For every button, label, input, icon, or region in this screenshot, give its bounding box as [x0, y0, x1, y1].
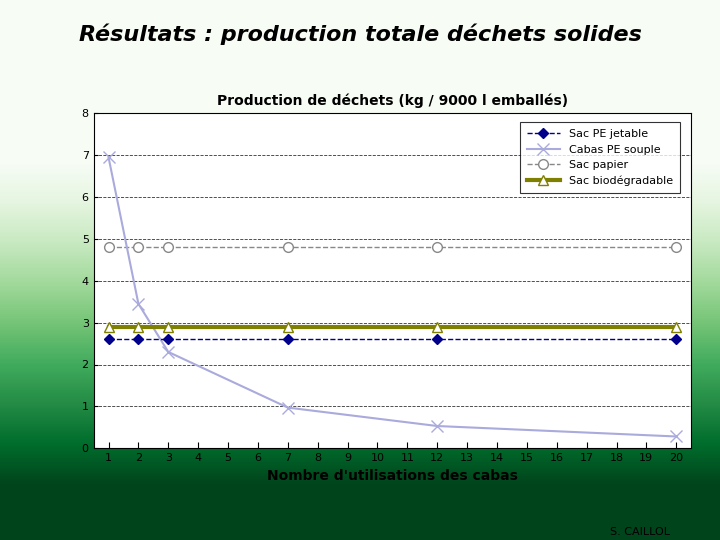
Sac biodégradable: [164, 323, 173, 330]
X-axis label: Nombre d'utilisations des cabas: Nombre d'utilisations des cabas: [267, 469, 518, 483]
Line: Sac PE jetable: Sac PE jetable: [105, 336, 680, 343]
Cabas PE souple: [134, 301, 143, 307]
Sac PE jetable: [284, 336, 292, 342]
Sac biodégradable: [672, 323, 680, 330]
Sac PE jetable: [433, 336, 441, 342]
Text: S. CAILLOL: S. CAILLOL: [610, 527, 670, 537]
Line: Cabas PE souple: Cabas PE souple: [103, 152, 682, 442]
Sac papier: [284, 244, 292, 251]
Cabas PE souple: [104, 154, 113, 160]
Sac papier: [433, 244, 441, 251]
Sac papier: [672, 244, 680, 251]
Sac papier: [104, 244, 113, 251]
Sac biodégradable: [134, 323, 143, 330]
Cabas PE souple: [672, 433, 680, 440]
Text: Résultats : production totale déchets solides: Résultats : production totale déchets so…: [78, 23, 642, 45]
Sac PE jetable: [104, 336, 113, 342]
Title: Production de déchets (kg / 9000 l emballés): Production de déchets (kg / 9000 l embal…: [217, 93, 568, 108]
Sac PE jetable: [672, 336, 680, 342]
Sac PE jetable: [164, 336, 173, 342]
Cabas PE souple: [164, 349, 173, 355]
Sac papier: [164, 244, 173, 251]
Cabas PE souple: [433, 423, 441, 429]
Sac biodégradable: [433, 323, 441, 330]
Sac biodégradable: [284, 323, 292, 330]
Sac biodégradable: [104, 323, 113, 330]
Line: Sac biodégradable: Sac biodégradable: [104, 322, 681, 332]
Sac PE jetable: [134, 336, 143, 342]
Line: Sac papier: Sac papier: [104, 242, 681, 252]
Sac papier: [134, 244, 143, 251]
Legend: Sac PE jetable, Cabas PE souple, Sac papier, Sac biodégradable: Sac PE jetable, Cabas PE souple, Sac pap…: [520, 122, 680, 193]
Cabas PE souple: [284, 404, 292, 411]
